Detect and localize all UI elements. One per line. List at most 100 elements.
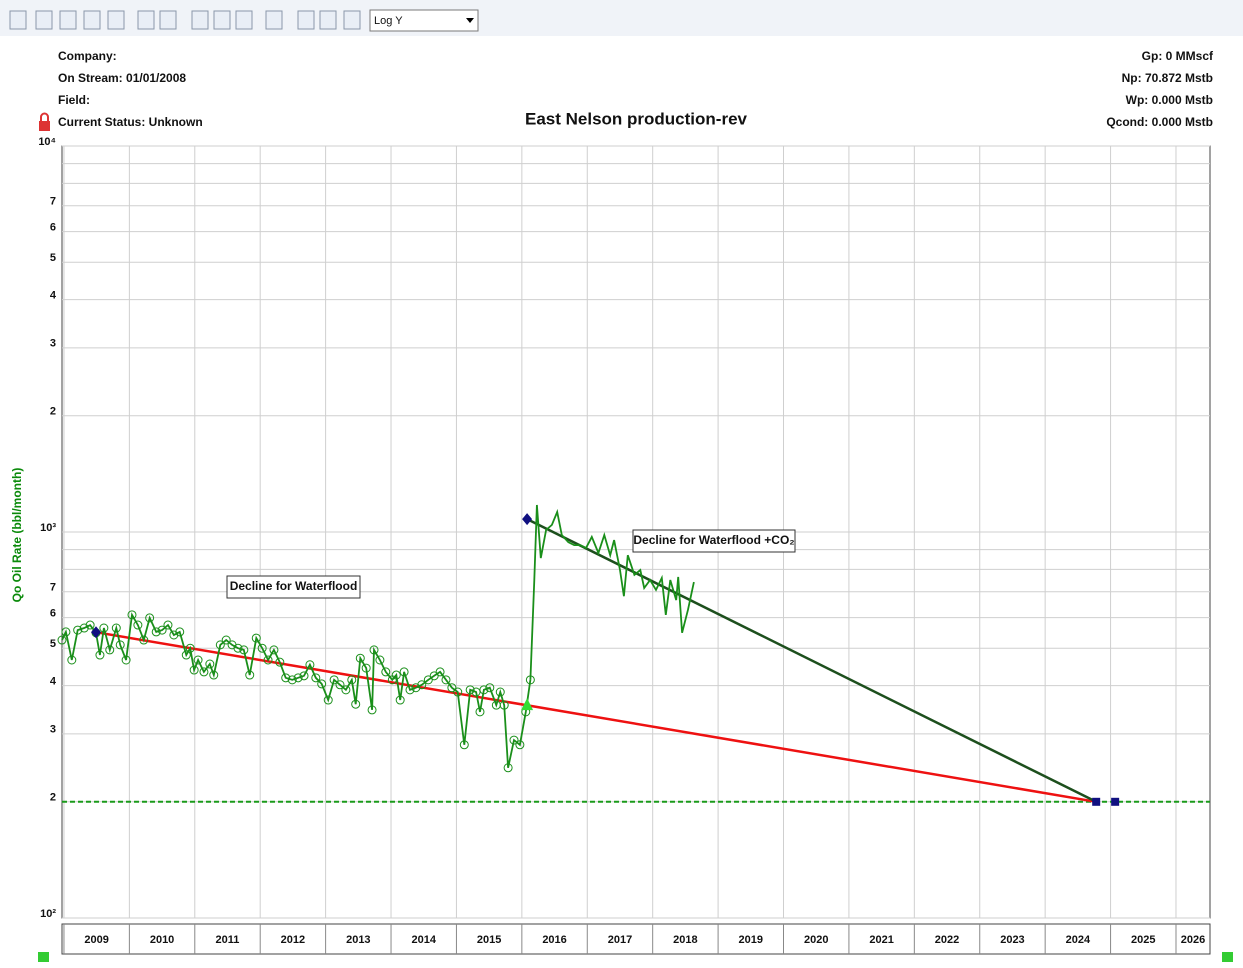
x-tick-label: 2016 bbox=[542, 934, 566, 946]
data-point bbox=[139, 635, 149, 645]
zoom-tool[interactable] bbox=[35, 10, 53, 30]
data-point bbox=[169, 630, 179, 640]
delete[interactable] bbox=[297, 10, 315, 30]
data-point bbox=[209, 670, 219, 680]
data-point bbox=[299, 671, 309, 681]
x-tick-label: 2024 bbox=[1066, 934, 1091, 946]
data-point bbox=[465, 685, 475, 695]
print-preview[interactable] bbox=[213, 10, 231, 30]
y-tick-label: 7 bbox=[50, 196, 56, 208]
data-point bbox=[311, 673, 321, 683]
clear[interactable] bbox=[319, 10, 337, 30]
data-point bbox=[347, 675, 357, 685]
refresh[interactable] bbox=[265, 10, 283, 30]
data-point bbox=[193, 655, 203, 665]
decline-line bbox=[526, 517, 1097, 803]
data-point bbox=[251, 633, 261, 643]
pointer[interactable] bbox=[137, 10, 155, 30]
anchor-point bbox=[91, 626, 102, 639]
data-point bbox=[479, 685, 489, 695]
data-point bbox=[355, 653, 365, 663]
zoom-out[interactable] bbox=[107, 10, 125, 30]
y-tick-label: 6 bbox=[50, 608, 56, 620]
data-point bbox=[275, 657, 285, 667]
data-point bbox=[411, 683, 421, 693]
data-point bbox=[239, 645, 249, 655]
data-point bbox=[133, 620, 143, 630]
data-point bbox=[395, 695, 405, 705]
y-tick-label: 6 bbox=[50, 222, 56, 234]
x-tick-label: 2011 bbox=[216, 934, 240, 946]
scale-dropdown[interactable] bbox=[369, 9, 479, 32]
data-point bbox=[499, 700, 509, 710]
production-line bbox=[529, 504, 695, 680]
data-point bbox=[441, 675, 451, 685]
zoom-box[interactable] bbox=[59, 10, 77, 30]
y-tick-label: 4 bbox=[50, 676, 57, 688]
data-point bbox=[305, 660, 315, 670]
y-axis-label: Qo Oil Rate (bbl/month) bbox=[10, 468, 24, 603]
data-point bbox=[367, 705, 377, 715]
end-point bbox=[1092, 797, 1101, 806]
data-point bbox=[157, 625, 167, 635]
select-tool[interactable] bbox=[9, 10, 27, 30]
annotation: Decline for Waterflood bbox=[230, 579, 358, 593]
data-point bbox=[233, 643, 243, 653]
data-point bbox=[199, 667, 209, 677]
x-tick-label: 2009 bbox=[84, 934, 108, 946]
x-tick-label: 2015 bbox=[477, 934, 501, 946]
data-point bbox=[95, 650, 105, 660]
x-tick-label: 2023 bbox=[1000, 934, 1024, 946]
data-point bbox=[99, 623, 109, 633]
header-right: Np: 70.872 Mstb bbox=[1122, 71, 1213, 85]
x-tick-label: 2020 bbox=[804, 934, 828, 946]
add-line[interactable] bbox=[343, 10, 361, 30]
data-point bbox=[269, 645, 279, 655]
dropdown-arrow bbox=[466, 18, 474, 23]
annotation-box bbox=[632, 529, 796, 553]
data-point bbox=[453, 687, 463, 697]
data-point bbox=[115, 640, 125, 650]
x-tick-label: 2022 bbox=[935, 934, 959, 946]
lock-icon[interactable] bbox=[39, 121, 50, 131]
x-tick-label: 2012 bbox=[281, 934, 305, 946]
data-point bbox=[515, 740, 525, 750]
unlock-left[interactable] bbox=[38, 952, 49, 962]
data-point bbox=[189, 665, 199, 675]
data-point bbox=[245, 670, 255, 680]
pan[interactable] bbox=[159, 10, 177, 30]
data-point bbox=[399, 667, 409, 677]
data-point bbox=[293, 673, 303, 683]
data-point bbox=[151, 627, 161, 637]
x-tick-label: 2014 bbox=[411, 934, 436, 946]
data-point bbox=[459, 740, 469, 750]
header-left: Company: bbox=[58, 49, 117, 63]
data-point bbox=[111, 623, 121, 633]
x-tick-label: 2025 bbox=[1131, 934, 1155, 946]
data-point bbox=[221, 635, 231, 645]
data-point bbox=[351, 699, 361, 709]
data-point bbox=[121, 655, 131, 665]
data-point bbox=[417, 680, 427, 690]
header-right: Qcond: 0.000 Mstb bbox=[1106, 115, 1213, 129]
data-point bbox=[375, 655, 385, 665]
y-tick-label: 7 bbox=[50, 582, 56, 594]
unlock-right[interactable] bbox=[1222, 952, 1233, 962]
data-point bbox=[447, 683, 457, 693]
y-tick-label: 5 bbox=[50, 252, 56, 264]
data-point bbox=[391, 670, 401, 680]
decline-line bbox=[95, 630, 1097, 804]
anchor-point bbox=[522, 513, 533, 526]
data-point bbox=[341, 685, 351, 695]
print-setup[interactable] bbox=[235, 10, 253, 30]
zoom-in[interactable] bbox=[83, 10, 101, 30]
data-point bbox=[57, 635, 67, 645]
data-point bbox=[475, 707, 485, 717]
print[interactable] bbox=[191, 10, 209, 30]
x-axis-strip bbox=[61, 923, 1211, 955]
data-point bbox=[405, 685, 415, 695]
data-point bbox=[61, 627, 71, 637]
toolbar-buttons[interactable] bbox=[9, 10, 361, 30]
data-point bbox=[205, 659, 215, 669]
x-tick-label: 2017 bbox=[608, 934, 632, 946]
